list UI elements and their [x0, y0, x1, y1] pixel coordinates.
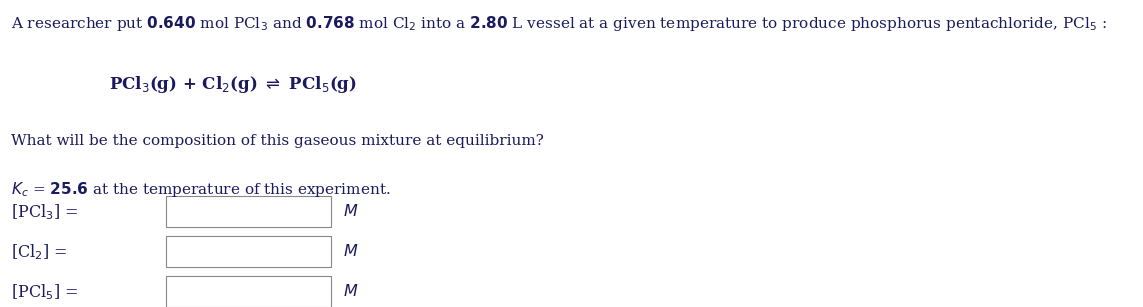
- Text: $M$: $M$: [343, 203, 358, 220]
- FancyBboxPatch shape: [166, 196, 331, 227]
- Text: [Cl$_2$] =: [Cl$_2$] =: [11, 242, 67, 262]
- Text: PCl$_3$(g) + Cl$_2$(g) $\rightleftharpoons$ PCl$_5$(g): PCl$_3$(g) + Cl$_2$(g) $\rightleftharpoo…: [109, 74, 357, 95]
- Text: [PCl$_5$] =: [PCl$_5$] =: [11, 282, 79, 301]
- Text: $K_c$ = $\mathbf{25.6}$ at the temperature of this experiment.: $K_c$ = $\mathbf{25.6}$ at the temperatu…: [11, 180, 391, 199]
- FancyBboxPatch shape: [166, 276, 331, 307]
- Text: A researcher put $\mathbf{0.640}$ mol PCl$_3$ and $\mathbf{0.768}$ mol Cl$_2$ in: A researcher put $\mathbf{0.640}$ mol PC…: [11, 14, 1108, 33]
- Text: $M$: $M$: [343, 243, 358, 260]
- FancyBboxPatch shape: [166, 236, 331, 267]
- Text: What will be the composition of this gaseous mixture at equilibrium?: What will be the composition of this gas…: [11, 134, 544, 148]
- Text: $M$: $M$: [343, 283, 358, 300]
- Text: [PCl$_3$] =: [PCl$_3$] =: [11, 202, 79, 222]
